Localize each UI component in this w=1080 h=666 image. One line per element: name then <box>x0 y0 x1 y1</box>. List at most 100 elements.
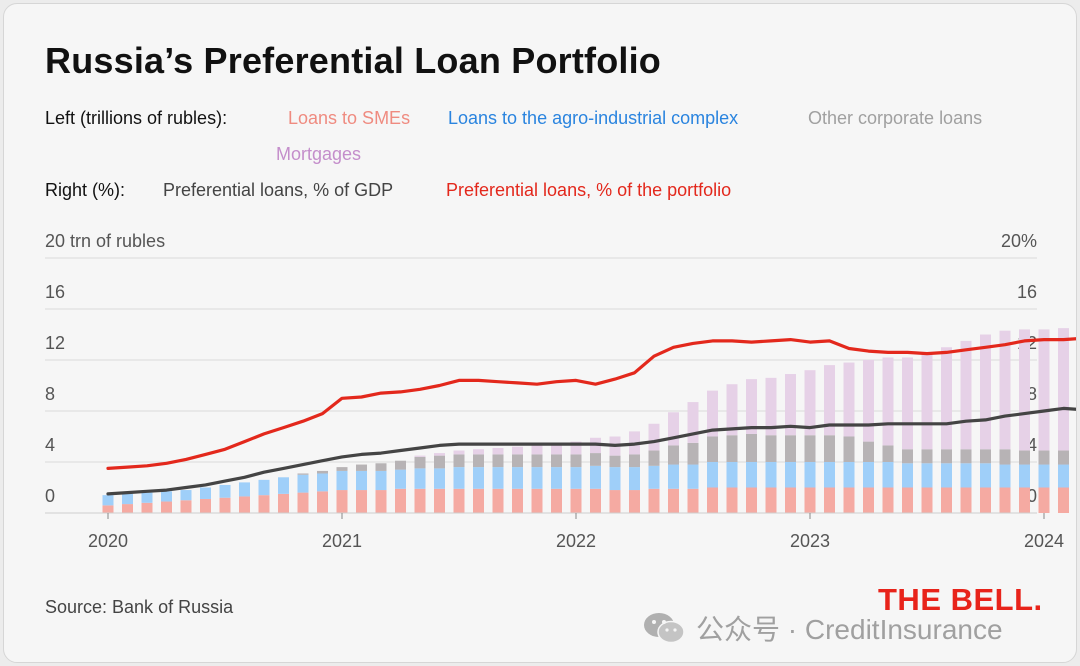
legend-agro: Loans to the agro-industrial complex <box>448 108 739 128</box>
source-note: Source: Bank of Russia <box>45 597 234 617</box>
bar-agro <box>336 470 348 491</box>
bar-other <box>902 449 913 464</box>
bar-other <box>473 454 484 468</box>
bar-sme <box>629 490 640 513</box>
y-tick-label-left: 16 <box>45 282 65 302</box>
bar-agro <box>590 465 601 489</box>
bar-other <box>336 467 348 471</box>
bar-sme <box>726 487 738 513</box>
bar-agro <box>687 464 699 489</box>
bar-agro <box>551 467 562 489</box>
y-tick-label-left: 8 <box>45 384 55 404</box>
bar-sme <box>258 495 270 513</box>
chart-plot: 0481216048121620 trn of rubles20%2020202… <box>45 231 1076 551</box>
x-tick-label: 2023 <box>790 531 830 551</box>
bar-other <box>1058 450 1069 465</box>
bar-other <box>1019 450 1030 465</box>
bar-agro <box>317 473 328 492</box>
bar-other <box>297 473 309 475</box>
bar-other <box>726 435 738 462</box>
bar-agro <box>512 467 523 489</box>
bar-other <box>687 442 699 465</box>
bar-mortgages <box>512 446 523 455</box>
bar-agro <box>882 462 894 488</box>
legend-sme: Loans to SMEs <box>288 108 411 128</box>
bar-agro <box>180 490 192 501</box>
legend-other: Other corporate loans <box>808 108 983 128</box>
bar-agro <box>668 464 679 489</box>
y-tick-label-right: 4 <box>1027 435 1037 455</box>
bar-agro <box>746 462 757 488</box>
bar-mortgages <box>707 390 718 437</box>
bar-other <box>882 445 894 462</box>
bar-agro <box>278 477 289 494</box>
bar-other <box>980 449 991 464</box>
bar-sme <box>434 488 445 513</box>
bar-agro <box>122 493 133 505</box>
bar-other <box>590 453 601 466</box>
bar-other <box>941 449 952 464</box>
y-tick-label-right: 16 <box>1017 282 1037 302</box>
bar-other <box>492 454 504 468</box>
bar-sme <box>668 488 679 513</box>
y-tick-label-left: 0 <box>45 486 55 506</box>
line-portfolio <box>106 337 1076 470</box>
bar-other <box>746 433 757 462</box>
bar-agro <box>570 467 582 489</box>
legend-right-label: Right (%): <box>45 180 126 200</box>
bar-other <box>707 436 718 462</box>
bar-mortgages <box>941 347 952 450</box>
bar-other <box>570 454 582 468</box>
bar-agro <box>1038 464 1050 488</box>
wechat-icon <box>644 613 685 644</box>
watermark: 公众号 · CreditInsurance <box>642 608 1003 648</box>
bar-mortgages <box>960 340 972 450</box>
bar-agro <box>726 462 738 488</box>
bar-mortgages <box>414 455 426 457</box>
left-axis-unit-label: 20 trn of rubles <box>45 231 165 251</box>
bar-agro <box>824 462 835 488</box>
x-tick-label: 2020 <box>88 531 128 551</box>
bar-agro <box>960 463 972 488</box>
bar-agro <box>863 462 874 488</box>
bar-mortgages <box>980 334 991 450</box>
bar-sme <box>824 487 835 513</box>
x-tick-label: 2024 <box>1024 531 1064 551</box>
bar-other <box>317 470 328 474</box>
bar-agro <box>297 474 309 493</box>
line-gdp <box>106 406 1076 496</box>
bar-sme <box>765 487 777 513</box>
bar-mortgages <box>804 370 816 436</box>
bar-mortgages <box>921 353 933 450</box>
bar-mortgages <box>648 423 660 451</box>
bar-sme <box>551 488 562 513</box>
bar-agro <box>102 495 114 506</box>
bar-sme <box>395 488 406 513</box>
bar-mortgages <box>453 450 465 455</box>
bar-mortgages <box>1019 329 1030 451</box>
x-tick-label: 2022 <box>556 531 596 551</box>
bar-other <box>512 454 523 468</box>
right-axis-unit-label: 20% <box>1001 231 1037 251</box>
bar-sme <box>531 488 543 513</box>
y-tick-label-right: 8 <box>1027 384 1037 404</box>
bar-mortgages <box>999 330 1011 450</box>
bar-sme <box>1058 487 1069 513</box>
legend-mortgages: Mortgages <box>276 144 362 164</box>
bar-sme <box>590 488 601 513</box>
bar-sme <box>785 487 796 513</box>
bar-sme <box>453 488 465 513</box>
bar-mortgages <box>473 449 484 455</box>
bar-agro <box>414 468 426 489</box>
bar-sme <box>863 487 874 513</box>
bar-other <box>1038 450 1050 465</box>
bar-other <box>999 449 1011 465</box>
bar-sme <box>336 490 348 513</box>
bar-agro <box>258 479 270 496</box>
brand-logo: THE BELL. <box>878 582 1043 617</box>
watermark-text: 公众号 · CreditInsurance <box>696 614 1003 645</box>
chart-card: Russia’s Preferential Loan Portfolio Lef… <box>3 3 1077 663</box>
bar-other <box>531 454 543 468</box>
bar-other <box>414 456 426 469</box>
bar-mortgages <box>1038 329 1050 451</box>
